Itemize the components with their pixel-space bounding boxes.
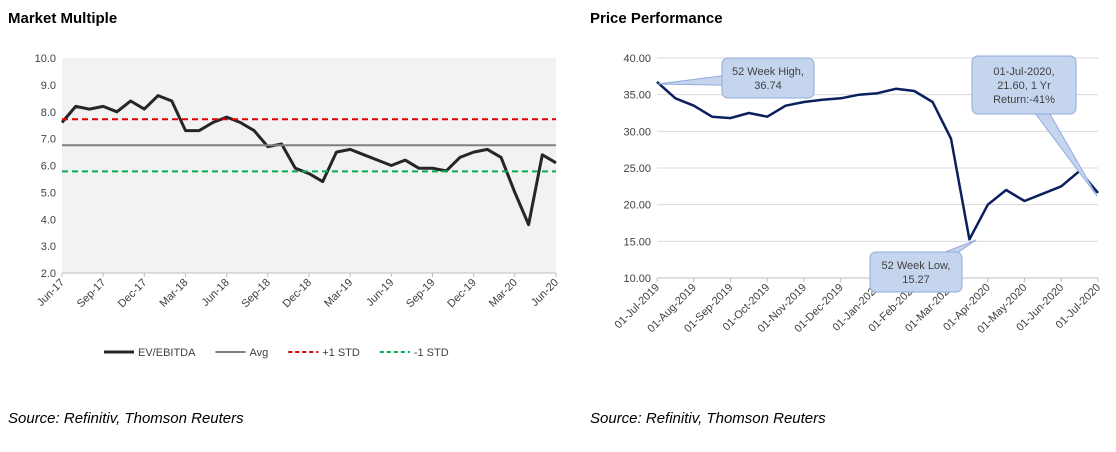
plot-area [62,58,556,273]
x-tick-label: Dec-17 [116,277,150,311]
y-tick-label: 40.00 [623,53,651,65]
y-tick-label: 5.0 [41,187,56,199]
y-tick-label: 10.0 [35,53,56,65]
y-tick-label: 25.00 [623,163,651,175]
x-tick-label: Jun-20 [529,277,561,309]
y-tick-label: 15.00 [623,236,651,248]
y-tick-label: 35.00 [623,90,651,102]
callout-text: Return:-41% [993,94,1055,106]
y-tick-label: 20.00 [623,200,651,212]
callout-text: 52 Week High, [732,66,804,78]
y-tick-label: 6.0 [41,161,56,173]
callout-text: 21.60, 1 Yr [997,80,1051,92]
data-line [656,80,1099,241]
x-tick-label: Dec-19 [445,277,479,311]
x-tick-label: Mar-18 [157,277,190,310]
callout-text: 52 Week Low, [882,260,951,272]
source-note: Source: Refinitiv, Thomson Reuters [590,410,826,427]
legend-label: EV/EBITDA [138,347,196,359]
y-tick-label: 8.0 [41,107,56,119]
x-tick-label: Jun-17 [35,277,67,309]
callout-box [869,251,963,293]
y-tick-label: 4.0 [41,214,56,226]
y-tick-label: 3.0 [41,241,56,253]
x-tick-label: Sep-18 [239,277,273,311]
y-tick-label: 2.0 [41,268,56,280]
x-tick-label: Mar-20 [487,277,520,310]
source-note: Source: Refinitiv, Thomson Reuters [8,410,244,427]
legend-label: Avg [249,347,268,359]
y-tick-label: 30.00 [623,126,651,138]
x-tick-label: Mar-19 [322,277,355,310]
callout-box [721,57,815,99]
callout-text: 15.27 [902,274,930,286]
x-tick-label: Sep-19 [404,277,438,311]
x-tick-label: Dec-18 [281,277,315,311]
callout-text: 01-Jul-2020, [993,66,1054,78]
legend-label: -1 STD [414,347,449,359]
chart-title: Price Performance [590,10,723,27]
chart-title: Market Multiple [8,10,117,27]
callout-text: 36.74 [754,80,782,92]
data-line [60,94,557,227]
y-tick-label: 10.00 [623,273,651,285]
x-tick-label: Sep-17 [75,277,109,311]
x-tick-label: Jun-18 [200,277,232,309]
legend-label: +1 STD [322,347,360,359]
y-tick-label: 7.0 [41,134,56,146]
callout-box [971,55,1077,115]
y-tick-label: 9.0 [41,80,56,92]
x-tick-label: Jun-19 [364,277,396,309]
